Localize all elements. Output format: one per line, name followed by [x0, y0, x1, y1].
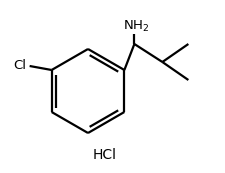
Text: HCl: HCl [93, 148, 117, 162]
Text: NH$_2$: NH$_2$ [123, 19, 149, 34]
Text: Cl: Cl [13, 60, 26, 72]
